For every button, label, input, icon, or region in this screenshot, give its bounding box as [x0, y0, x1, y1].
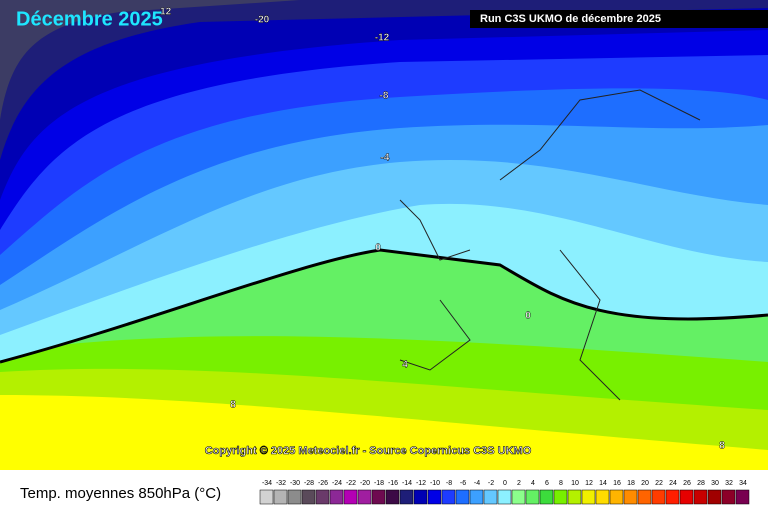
legend-swatch [385, 489, 400, 505]
legend-tick: 22 [655, 480, 663, 487]
legend-tick: -20 [360, 480, 370, 487]
legend-tick: -14 [402, 480, 412, 487]
legend-tick: 8 [559, 480, 563, 487]
legend-swatch [441, 489, 456, 505]
legend-swatch [371, 489, 386, 505]
legend-tick: 10 [571, 480, 579, 487]
contour-label: 0 [375, 243, 381, 254]
legend-swatch [553, 489, 568, 505]
legend-swatch [273, 489, 288, 505]
contour-label: -12 [375, 33, 390, 44]
legend-swatch [567, 489, 582, 505]
legend-swatch [581, 489, 596, 505]
legend-tick: 0 [503, 480, 507, 487]
legend-swatch [623, 489, 638, 505]
legend-tick: 26 [683, 480, 691, 487]
legend-tick: -28 [304, 480, 314, 487]
legend-swatch [525, 489, 540, 505]
legend-tick: -10 [430, 480, 440, 487]
legend-swatch [469, 489, 484, 505]
contour-label: 8 [230, 400, 236, 411]
legend-tick: 4 [531, 480, 535, 487]
legend-tick: 30 [711, 480, 719, 487]
legend-tick: -6 [460, 480, 466, 487]
legend-tick: 12 [585, 480, 593, 487]
legend-swatch [315, 489, 330, 505]
legend-swatch [357, 489, 372, 505]
legend-tick: 20 [641, 480, 649, 487]
band [0, 0, 768, 200]
legend: -34 -32 -30 -28 -26 -24 -22 -20 -18 -16 -14 -12 -10-… [259, 480, 750, 505]
legend-swatch [693, 489, 708, 505]
legend-tick: 6 [545, 480, 549, 487]
legend-swatch [707, 489, 722, 505]
run-box [470, 10, 768, 28]
legend-swatch [455, 489, 470, 505]
legend-swatch [637, 489, 652, 505]
legend-swatch [609, 489, 624, 505]
legend-tick: -18 [374, 480, 384, 487]
legend-tick: -32 [276, 480, 286, 487]
contour-label: 0 [525, 311, 531, 322]
contour-label: -20 [255, 15, 270, 26]
legend-swatch [343, 489, 358, 505]
map [0, 0, 768, 470]
labels: -12 -20 -12 -8 -4 0 0 4 8 8 [157, 6, 726, 452]
legend-tick: 14 [599, 480, 607, 487]
legend-swatch [679, 489, 694, 505]
run-label: Run C3S UKMO de décembre 2025 [480, 13, 661, 25]
legend-tick: 16 [613, 480, 621, 487]
legend-swatch [735, 489, 750, 505]
legend-tick: 18 [627, 480, 635, 487]
legend-tick: 28 [697, 480, 705, 487]
legend-title: Temp. moyennes 850hPa (°C) [20, 485, 221, 502]
legend-tick: 2 [517, 480, 521, 487]
contour-label: 4 [402, 360, 408, 371]
legend-swatch [329, 489, 344, 505]
legend-swatch [595, 489, 610, 505]
legend-swatch [399, 489, 414, 505]
copyright: Copyright © 2025 Meteociel.fr - Source C… [205, 445, 532, 457]
legend-swatch [651, 489, 666, 505]
legend-swatch [721, 489, 736, 505]
contour-label: 8 [719, 441, 725, 452]
legend-tick: -26 [318, 480, 328, 487]
legend-swatch [427, 489, 442, 505]
contour-label: -12 [157, 7, 172, 18]
legend-tick: 34 [739, 480, 747, 487]
legend-tick: -4 [474, 480, 480, 487]
legend-swatch [413, 489, 428, 505]
legend-tick: -30 [290, 480, 300, 487]
band [0, 0, 300, 120]
map-title: Décembre 2025 [16, 8, 163, 30]
zero-contour [0, 248, 768, 364]
legend-tick: -22 [346, 480, 356, 487]
legend-swatch [665, 489, 680, 505]
legend-swatch [539, 489, 554, 505]
legend-tick: -16 [388, 480, 398, 487]
legend-tick: -2 [488, 480, 494, 487]
legend-swatch [497, 489, 512, 505]
coastline [399, 89, 701, 401]
contour-label: -8 [380, 91, 389, 102]
contour-label: -4 [381, 153, 390, 164]
legend-tick: 32 [725, 480, 733, 487]
legend-tick: -12 [416, 480, 426, 487]
legend-tick: -8 [446, 480, 452, 487]
legend-tick: 24 [669, 480, 677, 487]
legend-swatch [287, 489, 302, 505]
legend-swatch [259, 489, 274, 505]
legend-tick: -34 [262, 480, 272, 487]
legend-swatch [483, 489, 498, 505]
legend-swatch [301, 489, 316, 505]
legend-swatch [511, 489, 526, 505]
legend-tick: -24 [332, 480, 342, 487]
